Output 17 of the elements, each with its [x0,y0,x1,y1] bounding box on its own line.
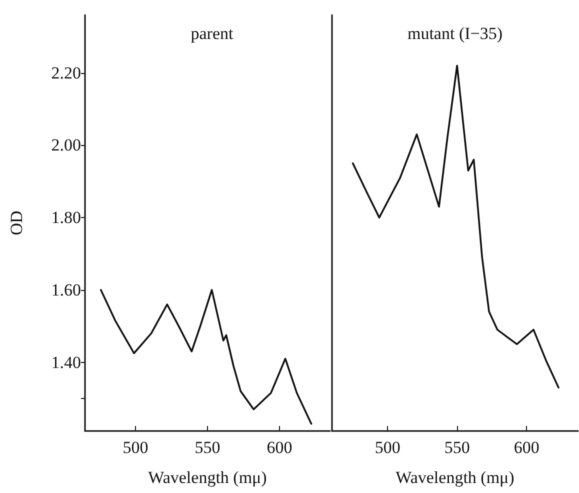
y-tick-label: 1.80 [51,208,81,228]
x-tick-label: 500 [374,438,400,457]
x-tick-label: 550 [444,438,470,457]
text: parent [190,24,234,43]
x-tick-label: 600 [266,438,292,457]
y-axis-title: OD [7,210,26,236]
line-series [100,289,312,425]
x-tick-label: 500 [122,438,148,457]
y-tick-label: 2.00 [51,136,81,155]
x-tick-label: 600 [514,438,540,457]
y-tick-label: 2.20 [51,63,81,82]
x-tick-label: 550 [194,438,220,457]
text: mutant (I−35) [407,24,503,43]
x-axis-title: Wavelength (mμ) [396,468,514,487]
y-tick-label: 1.40 [51,352,81,372]
x-axis-title: Wavelength (mμ) [148,468,267,487]
y-tick-label: 1.60 [51,280,81,300]
